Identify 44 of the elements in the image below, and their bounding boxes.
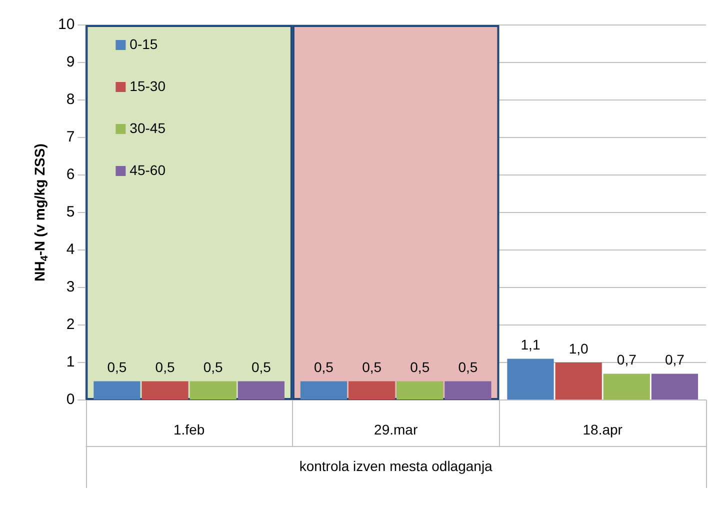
bar <box>444 381 492 400</box>
bar <box>142 381 188 400</box>
bar <box>238 381 284 400</box>
bar <box>396 381 444 400</box>
bar <box>300 381 348 400</box>
y-tick-label: 10 <box>58 16 75 34</box>
y-tick-label: 5 <box>66 204 75 221</box>
legend-label: 0-15 <box>130 36 158 52</box>
data-label: 0,5 <box>458 359 478 376</box>
y-tick-label: 2 <box>66 316 75 334</box>
y-tick-label: 4 <box>66 241 75 258</box>
x-tick-label: 29.mar <box>374 421 418 438</box>
bar <box>651 374 698 400</box>
bar <box>555 362 602 400</box>
y-tick-label: 1 <box>66 354 75 371</box>
bar <box>603 374 650 400</box>
y-tick-label: 8 <box>66 91 75 108</box>
bar <box>94 381 140 400</box>
bar <box>348 381 396 400</box>
data-label: 0,5 <box>107 359 127 376</box>
legend-label: 45-60 <box>130 162 166 178</box>
bar <box>190 381 236 400</box>
data-label: 0,7 <box>664 352 685 368</box>
data-label: 1,1 <box>520 336 540 353</box>
data-label: 0,5 <box>251 359 272 376</box>
data-label: 0,5 <box>203 359 224 376</box>
y-tick-label: 3 <box>66 278 75 296</box>
y-tick-label: 0 <box>66 391 75 408</box>
data-label: 0,5 <box>410 359 430 376</box>
text: kontrola izven mesta odlaganja <box>299 458 493 474</box>
bar <box>507 358 554 400</box>
x-tick-label: 1.feb <box>174 421 205 438</box>
y-tick-label: 9 <box>66 54 75 71</box>
y-tick-label: 6 <box>66 166 75 184</box>
legend-label: 15-30 <box>130 78 166 94</box>
data-label: 0,7 <box>616 352 637 368</box>
x-tick-label: 18.apr <box>582 421 623 438</box>
data-label: 0,5 <box>314 359 334 376</box>
y-tick-label: 7 <box>66 128 75 146</box>
data-label: 1,0 <box>568 340 589 356</box>
legend-label: 30-45 <box>130 120 166 136</box>
data-label: 0,5 <box>362 359 382 376</box>
y-axis-title: NH4-N (v mg/kg ZSS) <box>32 144 50 282</box>
data-label: 0,5 <box>155 359 175 376</box>
